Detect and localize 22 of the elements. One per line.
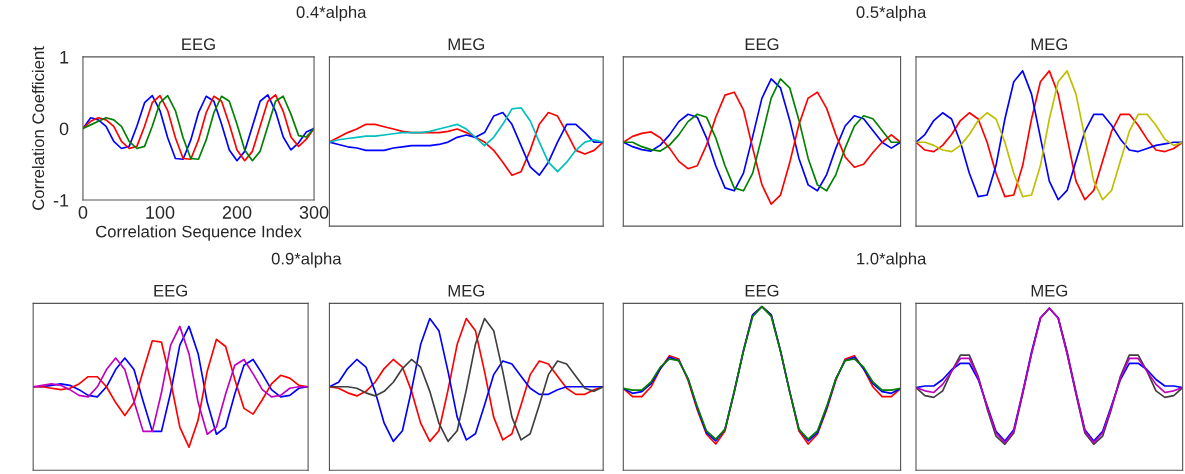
chart-title: EEG xyxy=(182,38,215,51)
text: 0.9*alpha xyxy=(271,252,342,268)
chart-title: MEG xyxy=(1031,38,1068,51)
chart-title: MEG xyxy=(1031,284,1068,297)
line-series xyxy=(82,93,315,162)
chart-title: EEG xyxy=(154,284,187,297)
y-tick-label: -1 xyxy=(53,194,69,207)
text: 1.0*alpha xyxy=(857,252,927,268)
text: 0.5*alpha xyxy=(856,5,927,22)
x-tick-label: 300 xyxy=(299,206,329,219)
x-axis-title: Correlation Sequence Index xyxy=(96,225,302,241)
x-tick-label: 200 xyxy=(222,206,252,219)
text: 0.4*alpha xyxy=(296,5,367,22)
y-tick-label: 1 xyxy=(60,51,69,64)
y-tick-label: 0 xyxy=(59,122,69,136)
chart-title: MEG xyxy=(448,284,485,297)
chart-title: EEG xyxy=(745,284,779,297)
x-tick-label: 100 xyxy=(146,206,175,219)
chart-title: EEG xyxy=(745,38,779,51)
y-axis-title: Correlation Coefficient xyxy=(31,46,45,210)
chart-title: MEG xyxy=(448,38,485,51)
x-tick-label: 0 xyxy=(78,206,88,219)
